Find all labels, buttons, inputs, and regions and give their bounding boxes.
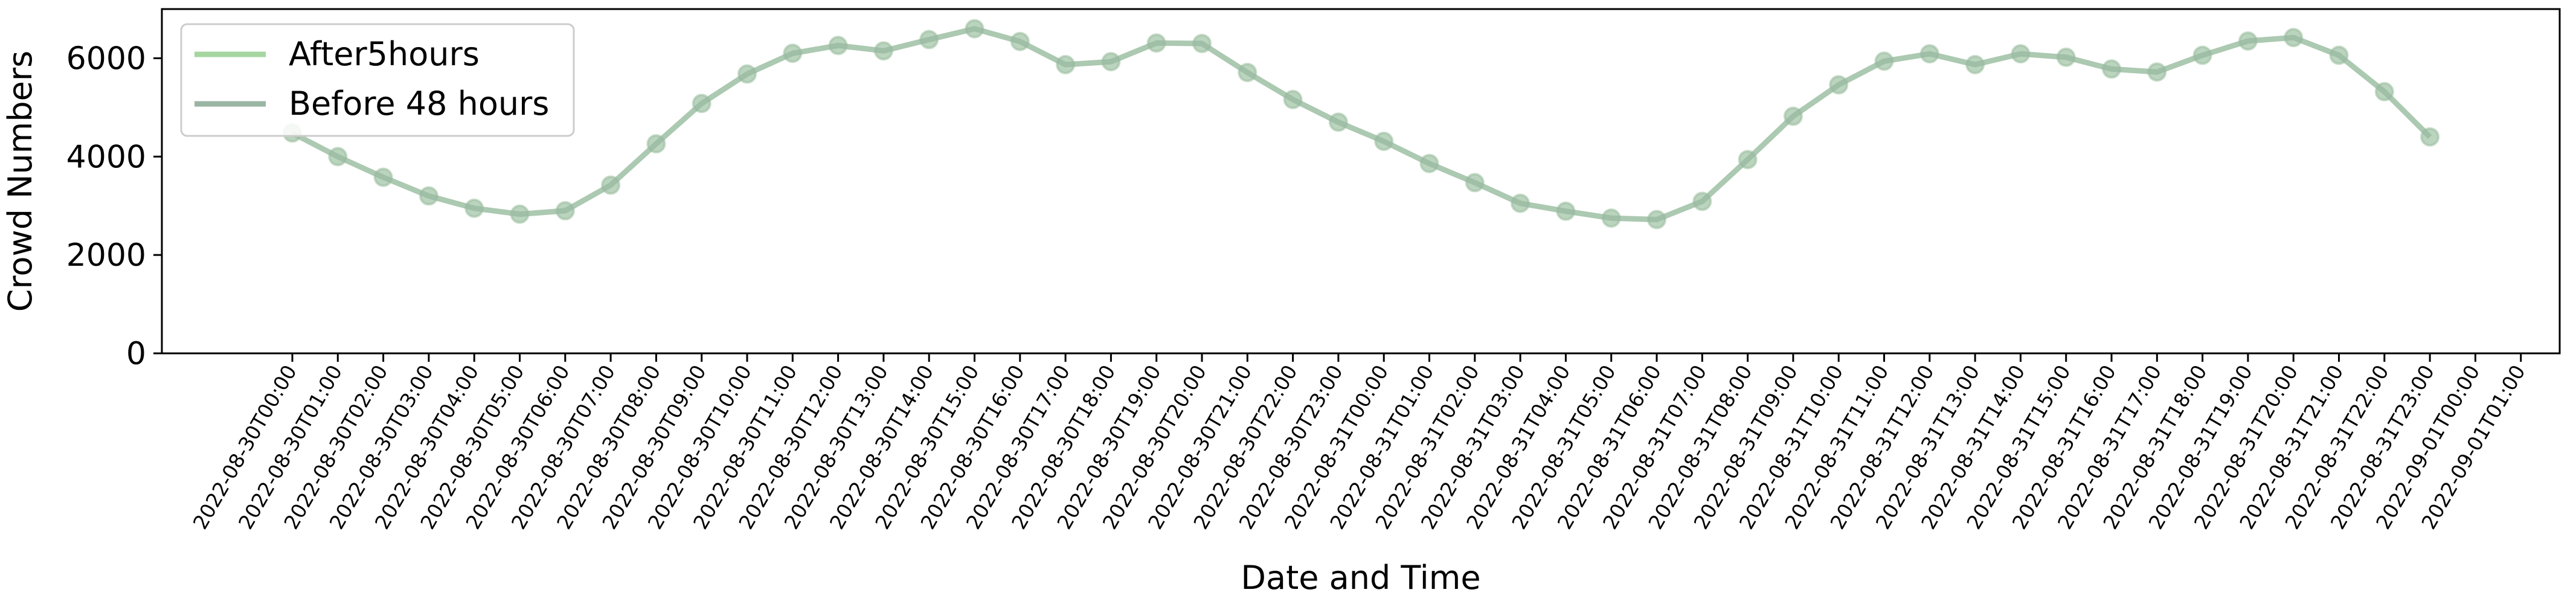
data-point-before-48-hours xyxy=(2147,62,2167,82)
data-point-before-48-hours xyxy=(737,64,757,84)
data-point-before-48-hours xyxy=(1283,89,1303,109)
data-point-before-48-hours xyxy=(1238,63,1257,82)
data-point-before-48-hours xyxy=(555,201,575,220)
data-point-before-48-hours xyxy=(601,175,621,195)
data-point-before-48-hours xyxy=(328,147,348,167)
data-point-before-48-hours xyxy=(1374,132,1394,151)
data-point-before-48-hours xyxy=(1192,34,1212,53)
y-axis-ticks: 0 2000 4000 6000 xyxy=(66,40,162,372)
y-tick-label: 2000 xyxy=(66,237,146,274)
data-point-before-48-hours xyxy=(2011,44,2031,64)
data-point-before-48-hours xyxy=(1965,55,1985,74)
data-point-before-48-hours xyxy=(2238,31,2258,51)
data-point-before-48-hours xyxy=(1692,191,1712,211)
data-point-before-48-hours xyxy=(510,204,530,224)
data-point-before-48-hours xyxy=(1647,210,1666,230)
legend: After5hours Before 48 hours xyxy=(180,23,575,137)
data-point-before-48-hours xyxy=(373,167,393,187)
x-axis-ticks: 2022-08-30T00:002022-08-30T01:002022-08-… xyxy=(188,353,2530,533)
x-axis-label: Date and Time xyxy=(1241,559,1480,597)
data-point-before-48-hours xyxy=(965,19,984,39)
data-point-before-48-hours xyxy=(828,36,848,56)
data-point-before-48-hours xyxy=(919,30,939,50)
data-point-before-48-hours xyxy=(783,43,803,63)
legend-label-after5hours: After5hours xyxy=(289,35,480,73)
legend-box xyxy=(180,23,575,137)
y-tick-label: 4000 xyxy=(66,139,146,175)
data-point-before-48-hours xyxy=(1465,173,1485,193)
data-point-before-48-hours xyxy=(1783,106,1803,126)
data-point-before-48-hours xyxy=(1738,150,1758,170)
data-point-before-48-hours xyxy=(2420,127,2440,147)
data-point-before-48-hours xyxy=(1101,52,1121,72)
y-tick-label: 0 xyxy=(126,336,146,372)
data-point-before-48-hours xyxy=(2329,45,2349,65)
data-point-before-48-hours xyxy=(692,94,711,114)
data-point-before-48-hours xyxy=(1010,31,1030,51)
data-point-before-48-hours xyxy=(1511,193,1531,213)
data-point-before-48-hours xyxy=(1919,44,1939,64)
data-point-before-48-hours xyxy=(1328,112,1348,132)
data-point-before-48-hours xyxy=(1829,75,1849,95)
plot-frame xyxy=(161,8,2561,355)
data-point-before-48-hours xyxy=(2056,47,2076,67)
y-tick-label: 6000 xyxy=(66,40,146,77)
data-point-before-48-hours xyxy=(2374,82,2394,101)
series-layer xyxy=(283,19,2440,230)
data-point-before-48-hours xyxy=(1556,201,1576,221)
y-axis-label: Crowd Numbers xyxy=(1,51,39,312)
data-point-before-48-hours xyxy=(1146,33,1166,53)
data-point-before-48-hours xyxy=(2284,28,2304,48)
data-point-before-48-hours xyxy=(1056,55,1076,74)
data-point-before-48-hours xyxy=(2102,59,2121,79)
data-point-before-48-hours xyxy=(419,186,438,206)
data-point-before-48-hours xyxy=(2192,45,2212,65)
data-point-before-48-hours xyxy=(1419,153,1439,173)
data-point-before-48-hours xyxy=(646,134,666,154)
data-point-before-48-hours xyxy=(1601,208,1621,228)
legend-label-before-48-hours: Before 48 hours xyxy=(289,85,549,123)
data-point-before-48-hours xyxy=(873,41,893,61)
data-point-before-48-hours xyxy=(464,198,484,218)
series-line-before-48-hours xyxy=(291,26,2432,222)
data-point-before-48-hours xyxy=(1874,51,1894,71)
